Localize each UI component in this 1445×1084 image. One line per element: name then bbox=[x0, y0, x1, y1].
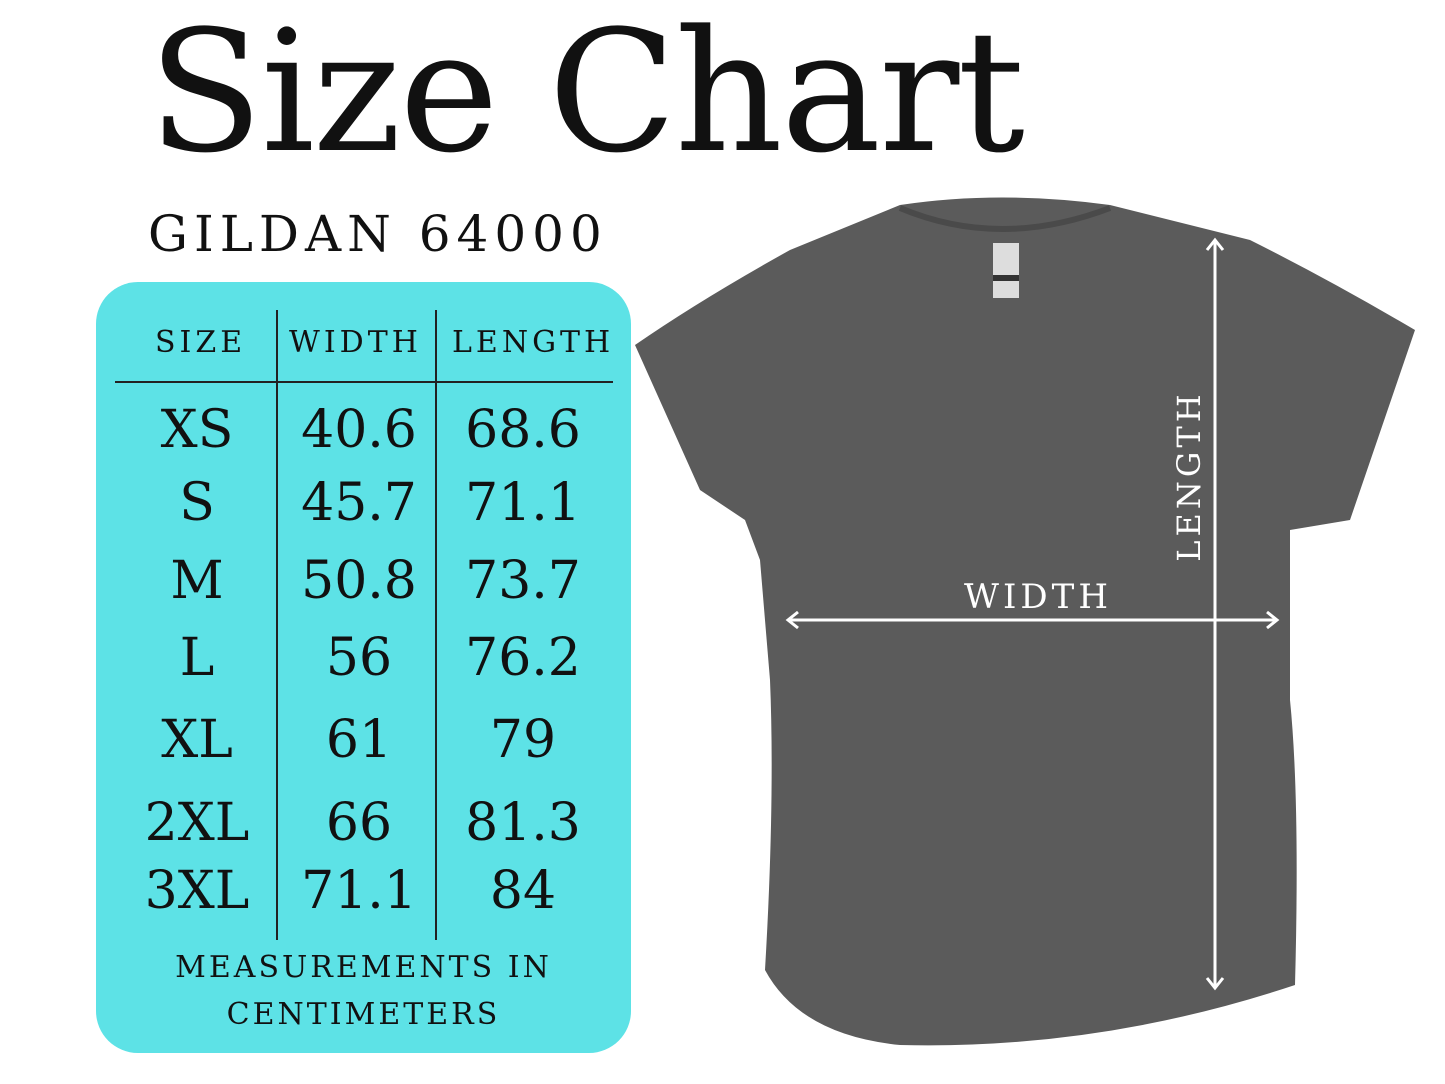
cell-size: XS bbox=[160, 400, 234, 460]
column-divider bbox=[276, 310, 278, 940]
cell-width: 71.1 bbox=[301, 861, 417, 921]
cell-width: 56 bbox=[325, 628, 393, 688]
cell-length: 68.6 bbox=[465, 400, 581, 460]
cell-length: 76.2 bbox=[465, 628, 581, 688]
cell-length: 81.3 bbox=[465, 793, 581, 853]
cell-length: 71.1 bbox=[465, 473, 581, 533]
cell-length: 79 bbox=[489, 710, 557, 770]
length-arrow-icon bbox=[1205, 237, 1225, 991]
cell-width: 40.6 bbox=[301, 400, 417, 460]
width-arrow-icon bbox=[785, 610, 1280, 630]
tshirt-collar bbox=[898, 205, 1112, 232]
cell-size: 2XL bbox=[144, 793, 250, 853]
units-note-line2: CENTIMETERS bbox=[226, 997, 501, 1032]
header-width: WIDTH bbox=[289, 325, 422, 360]
cell-width: 61 bbox=[325, 710, 393, 770]
header-divider bbox=[115, 381, 613, 383]
cell-size: S bbox=[179, 473, 215, 533]
cell-size: M bbox=[170, 551, 224, 611]
cell-length: 73.7 bbox=[465, 551, 581, 611]
units-note-line1: MEASUREMENTS IN bbox=[175, 950, 552, 985]
cell-width: 45.7 bbox=[301, 473, 417, 533]
header-size: SIZE bbox=[155, 325, 247, 360]
cell-size: L bbox=[179, 628, 215, 688]
page-title: Size Chart bbox=[148, 0, 1025, 190]
size-table-panel bbox=[96, 282, 631, 1053]
tag-icon bbox=[993, 243, 1019, 298]
cell-width: 50.8 bbox=[301, 551, 417, 611]
width-label: WIDTH bbox=[964, 577, 1112, 617]
cell-length: 84 bbox=[489, 861, 557, 921]
length-label: LENGTH bbox=[1170, 390, 1208, 561]
cell-size: 3XL bbox=[144, 861, 250, 921]
cell-width: 66 bbox=[325, 793, 393, 853]
product-model: GILDAN 64000 bbox=[148, 205, 608, 263]
cell-size: XL bbox=[161, 710, 233, 770]
column-divider bbox=[435, 310, 437, 940]
header-length: LENGTH bbox=[452, 325, 615, 360]
